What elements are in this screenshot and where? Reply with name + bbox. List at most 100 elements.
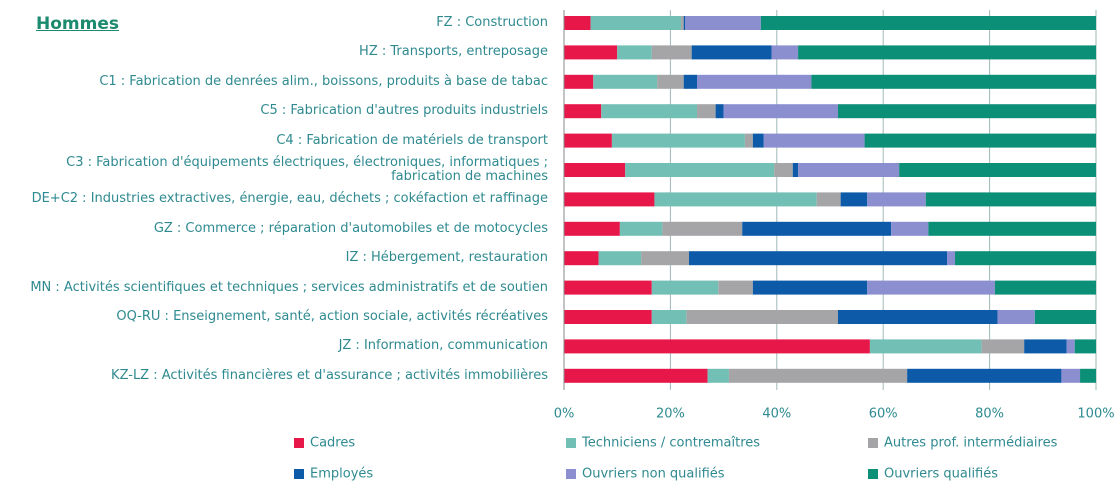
legend-swatch (294, 438, 304, 448)
bar-segment (928, 221, 1096, 236)
bar-segment (864, 133, 1096, 148)
bar-segment (867, 192, 926, 207)
bar-segment (681, 16, 684, 30)
bar-segment (683, 74, 697, 89)
bar-segment (564, 16, 591, 30)
x-tick-label: 100% (1077, 407, 1114, 422)
bar-segment (899, 163, 1096, 177)
bar-segment (867, 280, 995, 295)
category-label: C4 : Fabrication de matériels de transpo… (276, 132, 548, 148)
bar-segment (564, 133, 612, 148)
bar-segment (891, 221, 929, 236)
bar-segment (907, 368, 1062, 383)
bar-segment (1034, 310, 1096, 324)
bar-segment (1066, 339, 1075, 354)
bar-segment (564, 280, 652, 295)
legend-label: Ouvriers qualifiés (884, 467, 998, 481)
category-label: C3 : Fabrication d'équipements électriqu… (66, 155, 548, 184)
bar-segment (840, 192, 868, 207)
bar-segment (752, 280, 868, 295)
category-label: DE+C2 : Industries extractives, énergie,… (31, 191, 548, 207)
bar-segment (1061, 368, 1081, 383)
category-label: KZ-LZ : Activités financières et d'assur… (111, 367, 548, 383)
bar-segment (564, 163, 626, 177)
bar-segment (1024, 339, 1067, 354)
bar-segment (654, 192, 817, 207)
x-tick-label: 0% (554, 407, 575, 422)
bar-segment (564, 310, 652, 324)
bar-segment (792, 163, 799, 177)
bar-segment (760, 16, 1096, 30)
bar-segment (651, 45, 692, 60)
bar-segment (601, 104, 697, 119)
bar-segment (798, 163, 900, 177)
category-label: C1 : Fabrication de denrées alim., boiss… (99, 73, 548, 89)
bar-segment (564, 104, 602, 119)
bar-segment (657, 74, 684, 89)
bar-segment (641, 251, 690, 266)
bar-segment (997, 310, 1035, 324)
bar-segment (925, 192, 1096, 207)
bar-segment (683, 16, 686, 30)
legend-label: Autres prof. intermédiaires (884, 436, 1058, 451)
bar-segment (611, 133, 745, 148)
bar-segment (697, 104, 716, 119)
bar-segment (728, 368, 908, 383)
legend-label: Ouvriers non qualifiés (582, 467, 725, 481)
bar-segment (685, 16, 761, 30)
bar-segment (564, 45, 618, 60)
bar-segment (811, 74, 1096, 89)
bar-segment (744, 133, 753, 148)
bar-segment (742, 221, 892, 236)
bar-segment (816, 192, 841, 207)
category-label: C5 : Fabrication d'autres produits indus… (260, 103, 548, 119)
bar-segment (593, 74, 658, 89)
bar-segment (955, 251, 1096, 266)
bar-segment (947, 251, 956, 266)
bar-segment (1074, 339, 1096, 354)
bar-segment (798, 45, 1096, 60)
bar-segment (564, 368, 708, 383)
bar-segment (625, 163, 775, 177)
chart-title: Hommes (36, 14, 119, 34)
legend-swatch (566, 438, 576, 448)
bar-segment (686, 310, 838, 324)
category-label: MN : Activités scientifiques et techniqu… (30, 279, 548, 295)
legend-swatch (868, 469, 878, 479)
bar-segment (617, 45, 652, 60)
bar-segment (619, 221, 663, 236)
category-label: JZ : Information, communication (338, 338, 548, 354)
category-label: GZ : Commerce ; réparation d'automobiles… (153, 220, 548, 236)
bar-segment (981, 339, 1025, 354)
bar-segment (598, 251, 642, 266)
bar-segment (564, 74, 594, 89)
bar-segment (752, 133, 764, 148)
bar-segment (994, 280, 1096, 295)
legend-label: Techniciens / contremaîtres (581, 436, 760, 451)
bar-segment (718, 280, 753, 295)
bar-segment (723, 104, 838, 119)
bar-segment (837, 310, 998, 324)
bar-segment (763, 133, 865, 148)
category-label: OQ-RU : Enseignement, santé, action soci… (116, 309, 548, 324)
bar-segment (689, 251, 948, 266)
legend-label: Employés (310, 467, 373, 481)
category-label: FZ : Construction (436, 15, 548, 30)
legend-swatch (566, 469, 576, 479)
bar-segment (771, 45, 799, 60)
bar-segment (662, 221, 743, 236)
bar-segment (1080, 368, 1096, 383)
bar-segment (869, 339, 982, 354)
legend-swatch (294, 469, 304, 479)
x-tick-label: 80% (975, 407, 1004, 422)
legend-label: Cadres (310, 436, 355, 451)
category-label: HZ : Transports, entreposage (359, 44, 548, 60)
bar-segment (564, 221, 620, 236)
x-tick-label: 20% (656, 407, 685, 422)
bar-segment (651, 280, 719, 295)
bar-segment (564, 192, 655, 207)
category-label: IZ : Hébergement, restauration (345, 250, 548, 266)
legend-swatch (868, 438, 878, 448)
